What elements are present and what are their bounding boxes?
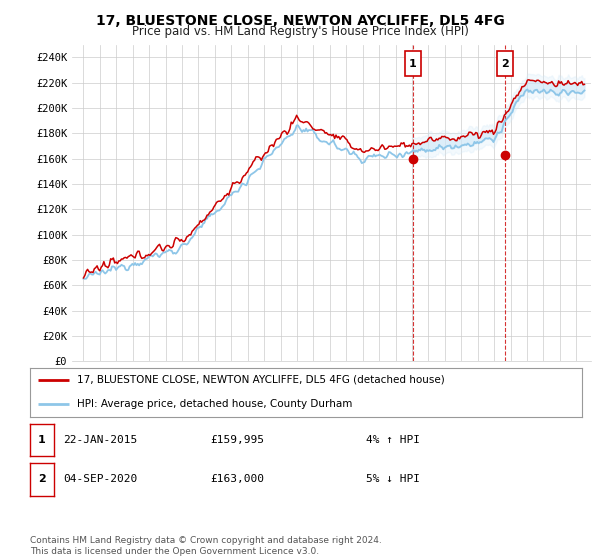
17, BLUESTONE CLOSE, NEWTON AYCLIFFE, DL5 4FG (detached house) — [525, 77, 532, 83]
HPI: Average price, detached house, County Durham: (2e+03, 8.73e+04): Average price, detached house, County Du… — [168, 248, 175, 254]
HPI: Average price, detached house, County Durham: (2.02e+03, 2.15e+05): Average price, detached house, County Du… — [524, 86, 531, 93]
HPI: Average price, detached house, County Durham: (2e+03, 6.52e+04): Average price, detached house, County Du… — [80, 276, 87, 282]
Text: 2: 2 — [38, 474, 46, 484]
17, BLUESTONE CLOSE, NEWTON AYCLIFFE, DL5 4FG (detached house) — [167, 244, 174, 251]
17, BLUESTONE CLOSE, NEWTON AYCLIFFE, DL5 4FG (detached house) — [491, 129, 499, 136]
Text: 04-SEP-2020: 04-SEP-2020 — [63, 474, 137, 484]
HPI: Average price, detached house, County Durham: (2.01e+03, 1.71e+05): Average price, detached house, County Du… — [277, 142, 284, 148]
17, BLUESTONE CLOSE, NEWTON AYCLIFFE, DL5 4FG (detached house) — [275, 136, 283, 142]
Text: HPI: Average price, detached house, County Durham: HPI: Average price, detached house, Coun… — [77, 399, 352, 409]
Text: 2: 2 — [501, 59, 509, 69]
HPI: Average price, detached house, County Durham: (2.02e+03, 1.71e+05): Average price, detached house, County Du… — [446, 142, 454, 149]
Text: Price paid vs. HM Land Registry's House Price Index (HPI): Price paid vs. HM Land Registry's House … — [131, 25, 469, 38]
FancyBboxPatch shape — [497, 51, 514, 77]
Text: 5% ↓ HPI: 5% ↓ HPI — [366, 474, 420, 484]
Text: £163,000: £163,000 — [210, 474, 264, 484]
17, BLUESTONE CLOSE, NEWTON AYCLIFFE, DL5 4FG (detached house) — [80, 274, 87, 281]
17, BLUESTONE CLOSE, NEWTON AYCLIFFE, DL5 4FG (detached house) — [445, 135, 452, 142]
FancyBboxPatch shape — [404, 51, 421, 77]
Line: HPI: Average price, detached house, County Durham: HPI: Average price, detached house, Coun… — [83, 90, 584, 279]
Text: 17, BLUESTONE CLOSE, NEWTON AYCLIFFE, DL5 4FG (detached house): 17, BLUESTONE CLOSE, NEWTON AYCLIFFE, DL… — [77, 375, 445, 385]
HPI: Average price, detached house, County Durham: (2.02e+03, 2.1e+05): Average price, detached house, County Du… — [517, 92, 524, 99]
HPI: Average price, detached house, County Durham: (2e+03, 6.51e+04): Average price, detached house, County Du… — [81, 276, 88, 282]
Text: 22-JAN-2015: 22-JAN-2015 — [63, 435, 137, 445]
HPI: Average price, detached house, County Durham: (2.03e+03, 2.14e+05): Average price, detached house, County Du… — [581, 87, 588, 94]
Line: 17, BLUESTONE CLOSE, NEWTON AYCLIFFE, DL5 4FG (detached house): 17, BLUESTONE CLOSE, NEWTON AYCLIFFE, DL… — [83, 80, 584, 278]
Text: £159,995: £159,995 — [210, 435, 264, 445]
HPI: Average price, detached house, County Durham: (2.02e+03, 1.78e+05): Average price, detached house, County Du… — [493, 133, 500, 139]
17, BLUESTONE CLOSE, NEWTON AYCLIFFE, DL5 4FG (detached house) — [281, 128, 288, 134]
Text: 17, BLUESTONE CLOSE, NEWTON AYCLIFFE, DL5 4FG: 17, BLUESTONE CLOSE, NEWTON AYCLIFFE, DL… — [95, 14, 505, 28]
Text: 4% ↑ HPI: 4% ↑ HPI — [366, 435, 420, 445]
Text: Contains HM Land Registry data © Crown copyright and database right 2024.
This d: Contains HM Land Registry data © Crown c… — [30, 536, 382, 556]
17, BLUESTONE CLOSE, NEWTON AYCLIFFE, DL5 4FG (detached house) — [581, 81, 588, 88]
17, BLUESTONE CLOSE, NEWTON AYCLIFFE, DL5 4FG (detached house) — [515, 88, 523, 95]
Text: 1: 1 — [38, 435, 46, 445]
Text: 1: 1 — [409, 59, 416, 69]
HPI: Average price, detached house, County Durham: (2.01e+03, 1.76e+05): Average price, detached house, County Du… — [282, 135, 289, 142]
